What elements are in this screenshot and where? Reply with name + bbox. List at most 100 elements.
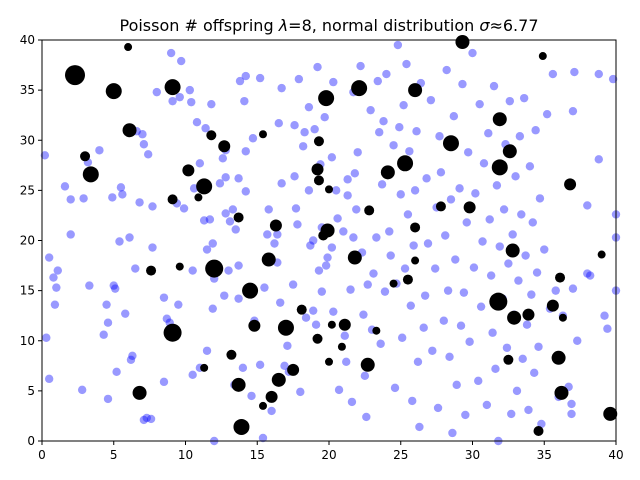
x-tick-label: 10	[178, 448, 193, 462]
offspring-point	[428, 346, 437, 355]
offspring-point	[423, 239, 433, 248]
offspring-point	[402, 59, 411, 69]
parent-point	[182, 164, 195, 177]
offspring-point	[406, 301, 415, 310]
parent-point	[351, 80, 368, 97]
offspring-point	[512, 386, 522, 396]
offspring-point	[430, 264, 440, 273]
y-tick-label: 5	[27, 384, 35, 398]
offspring-point	[379, 117, 388, 126]
offspring-point	[366, 105, 375, 115]
offspring-point	[159, 293, 169, 302]
offspring-point	[248, 134, 258, 143]
parent-point	[325, 185, 333, 194]
parent-point	[554, 385, 569, 400]
x-tick-label: 40	[608, 448, 623, 462]
offspring-point	[455, 184, 464, 193]
offspring-point	[321, 261, 331, 270]
parent-point	[551, 350, 566, 365]
offspring-point	[205, 215, 215, 224]
offspring-point	[207, 99, 216, 109]
offspring-point	[461, 410, 470, 420]
offspring-point	[340, 331, 349, 340]
offspring-point	[283, 341, 292, 350]
parent-point	[442, 135, 459, 152]
offspring-point	[373, 76, 382, 86]
offspring-point	[176, 56, 186, 66]
offspring-point	[267, 406, 276, 416]
parent-point	[313, 175, 324, 186]
offspring-point	[146, 414, 156, 424]
parent-point	[347, 250, 362, 265]
parent-point	[411, 256, 420, 265]
offspring-point	[238, 363, 248, 373]
offspring-point	[390, 383, 400, 393]
offspring-point	[343, 175, 352, 184]
offspring-point	[343, 191, 352, 200]
parent-point	[507, 310, 522, 325]
offspring-point	[518, 354, 527, 363]
offspring-point	[301, 313, 311, 322]
offspring-point	[241, 187, 250, 196]
offspring-point	[594, 69, 603, 79]
parent-point	[122, 123, 137, 138]
offspring-point	[349, 233, 358, 242]
offspring-point	[334, 385, 344, 395]
offspring-point	[452, 380, 461, 390]
offspring-point	[347, 397, 357, 407]
offspring-point	[408, 396, 417, 406]
offspring-point	[463, 148, 473, 157]
offspring-point	[346, 285, 355, 294]
offspring-point	[304, 102, 314, 112]
offspring-point	[485, 215, 494, 224]
offspring-point	[603, 324, 612, 333]
parent-point	[318, 90, 335, 107]
offspring-point	[234, 261, 243, 270]
offspring-point	[409, 241, 418, 250]
offspring-point	[118, 190, 127, 199]
offspring-point	[385, 227, 394, 236]
offspring-point	[288, 280, 298, 289]
offspring-point	[514, 276, 523, 285]
offspring-point	[270, 239, 279, 248]
offspring-point	[517, 210, 526, 219]
offspring-point	[548, 69, 558, 79]
offspring-point	[331, 186, 341, 195]
offspring-point	[44, 253, 54, 262]
parent-point	[206, 130, 217, 141]
offspring-point	[138, 130, 147, 139]
offspring-point	[277, 83, 286, 93]
offspring-point	[314, 266, 324, 275]
y-tick-label: 0	[27, 434, 35, 448]
offspring-point	[112, 367, 121, 377]
parent-point	[435, 201, 446, 212]
parent-point	[389, 279, 398, 288]
offspring-point	[420, 291, 430, 300]
offspring-point	[399, 100, 408, 110]
offspring-point	[426, 95, 436, 105]
offspring-point	[218, 154, 228, 163]
offspring-point	[201, 124, 210, 133]
offspring-point	[471, 189, 480, 198]
offspring-point	[103, 318, 113, 327]
parent-point	[277, 319, 294, 336]
offspring-point	[159, 377, 169, 387]
offspring-point	[488, 328, 497, 337]
offspring-point	[320, 112, 329, 122]
offspring-point	[263, 230, 272, 239]
offspring-point	[491, 364, 500, 374]
offspring-point	[507, 409, 516, 419]
offspring-point	[469, 263, 479, 272]
offspring-point	[142, 413, 151, 423]
offspring-point	[350, 169, 360, 178]
offspring-point	[530, 368, 539, 378]
offspring-point	[551, 286, 560, 295]
parent-point	[410, 222, 421, 233]
offspring-point	[108, 193, 117, 202]
parent-point	[558, 313, 567, 322]
parent-point	[132, 385, 147, 400]
parent-point	[564, 178, 577, 191]
offspring-point	[234, 294, 243, 303]
offspring-point	[441, 231, 450, 240]
